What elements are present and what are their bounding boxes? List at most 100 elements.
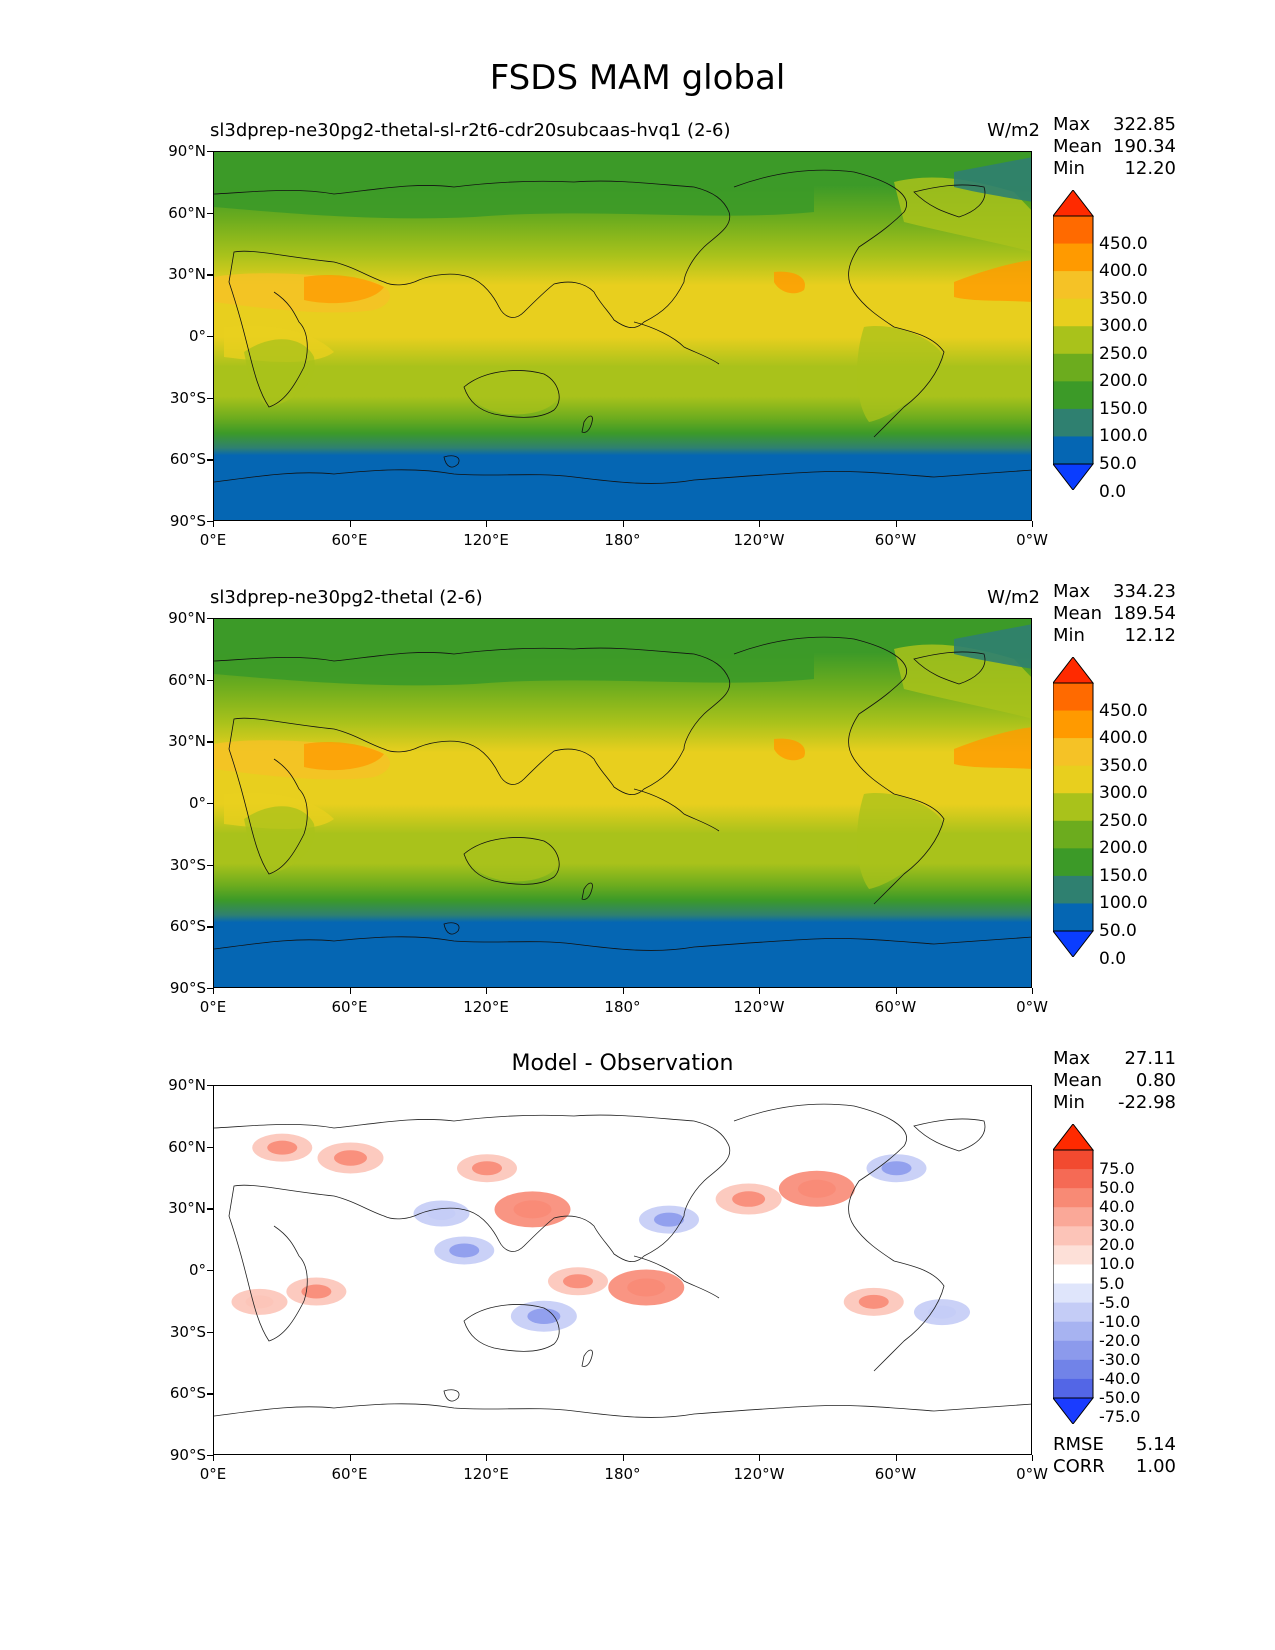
panel-2-min-label: Min: [1053, 625, 1085, 646]
panel-3-lon-tick-label: 180°: [604, 1465, 641, 1483]
panel-1-lat-tick-mark: [207, 336, 213, 338]
panel-1-lon-tick-mark: [1032, 521, 1034, 527]
colorbar-tick-label: 450.0: [1099, 700, 1148, 721]
panel-2-min-value: 12.12: [1124, 625, 1176, 646]
panel-1-lon-tick-mark: [759, 521, 761, 527]
panel-1-units: W/m2: [987, 120, 1040, 141]
panel-1-colorbar-svg: [1053, 190, 1095, 490]
panel-3-rmse-value: 5.14: [1135, 1434, 1176, 1455]
panel-3-lon-tick-label: 60°E: [331, 1465, 368, 1483]
panel-1-coastlines: [214, 169, 1031, 484]
colorbar-segment: [1053, 326, 1093, 355]
panel-3-lat-tick-mark: [207, 1270, 213, 1272]
colorbar-segment: [1053, 1340, 1093, 1361]
panel-2-coastlines: [214, 636, 1031, 951]
panel-2-lon-tick-label: 60°W: [874, 998, 917, 1016]
colorbar-tick-label: 150.0: [1099, 398, 1148, 419]
colorbar-segment: [1053, 216, 1093, 245]
panel-3-lat-tick-mark: [207, 1085, 213, 1087]
panel-1-min-value: 12.20: [1124, 158, 1176, 179]
colorbar-frame: [1053, 682, 1094, 932]
panel-3-lat-tick-label: 60°S: [169, 1384, 206, 1403]
panel-2-map: [213, 618, 1032, 988]
colorbar-tick-label: 200.0: [1099, 838, 1148, 859]
colorbar-segment: [1053, 765, 1093, 794]
colorbar-tick-label: 150.0: [1099, 865, 1148, 886]
positive-anomaly-core: [627, 1278, 666, 1297]
colorbar-tick-label: 20.0: [1099, 1235, 1135, 1255]
colorbar-tick-label: 5.0: [1099, 1273, 1125, 1293]
negative-anomaly-core: [427, 1206, 456, 1220]
panel-1-lat-tick-label: 90°N: [168, 142, 206, 160]
colorbar-tick-label: 0.0: [1099, 481, 1127, 502]
panel-2-lat-tick-mark: [207, 988, 213, 990]
panel-1-lon-tick-label: 180°: [604, 531, 641, 549]
colorbar-tick-label: 450.0: [1099, 233, 1148, 254]
panel-3-lon-tick-label: 120°E: [463, 1465, 509, 1483]
panel-3-lat-tick-label: 90°N: [168, 1076, 206, 1094]
panel-2-lon-tick-label: 60°E: [331, 998, 368, 1016]
colorbar-segment: [1053, 738, 1093, 767]
colorbar-segment: [1053, 710, 1093, 739]
panel-3-corr-label: CORR: [1053, 1456, 1105, 1477]
panel-2-lat-tick-mark: [207, 864, 213, 867]
panel-3-lat-tick-label: 60°N: [168, 1137, 206, 1156]
colorbar-extend-min: [1053, 463, 1095, 490]
colorbar-segment: [1053, 408, 1093, 437]
panel-1-lat-tick-label: 90°S: [169, 512, 206, 530]
colorbar-segment: [1053, 243, 1093, 272]
colorbar-tick-label: 0.0: [1099, 948, 1127, 969]
panel-2-lat-tick-mark: [207, 618, 213, 620]
panel-1-lat-tick-mark: [207, 212, 213, 215]
panel-2-lon-tick-mark: [622, 988, 624, 994]
positive-anomaly-core: [797, 1179, 836, 1198]
panel-1-lon-tick-label: 120°W: [733, 531, 785, 549]
panel-3-lat-tick-mark: [207, 1208, 213, 1210]
panel-3-max-label: Max: [1053, 1048, 1091, 1069]
colorbar-tick-label: 300.0: [1099, 316, 1148, 337]
positive-anomaly-core: [563, 1274, 593, 1289]
colorbar-tick-label: -40.0: [1099, 1368, 1141, 1388]
panel-2-max-label: Max: [1053, 581, 1091, 602]
panel-1-lon-tick-label: 0°W: [1016, 531, 1048, 549]
positive-anomaly-core: [334, 1150, 367, 1166]
panel-3-mean-value: 0.80: [1135, 1070, 1176, 1091]
positive-anomaly-core: [267, 1140, 298, 1155]
colorbar-tick-label: 250.0: [1099, 343, 1148, 364]
colorbar-tick-label: 100.0: [1099, 426, 1148, 447]
colorbar-extend-min: [1053, 1397, 1095, 1424]
panel-3-map-svg: [214, 1086, 1031, 1454]
colorbar-segment: [1053, 1302, 1093, 1323]
panel-1-mean-value: 190.34: [1113, 136, 1176, 157]
panel-3-lon-tick-label: 60°W: [874, 1465, 917, 1483]
negative-anomaly-core: [654, 1212, 684, 1227]
panel-2-lon-tick-label: 120°W: [733, 998, 785, 1016]
colorbar-tick-label: 50.0: [1099, 921, 1137, 941]
colorbar-segment: [1053, 1321, 1093, 1342]
panel-1-lon-tick-mark: [486, 521, 488, 527]
panel-3-lon-tick-mark: [895, 1455, 897, 1461]
panel-1-lon-tick-mark: [213, 521, 215, 527]
panel-1-lat-tick-label: 0°: [188, 327, 206, 345]
panel-1-lat-tick-label: 30°S: [169, 388, 206, 407]
colorbar-tick-label: -75.0: [1099, 1407, 1141, 1427]
panel-2-map-svg: [214, 619, 1031, 987]
panel-3-max-value: 27.11: [1124, 1048, 1176, 1069]
colorbar-segment: [1053, 436, 1093, 465]
colorbar-segment: [1053, 381, 1093, 410]
colorbar-tick-label: -10.0: [1099, 1311, 1141, 1331]
panel-3-lon-tick-mark: [349, 1455, 351, 1461]
colorbar-segment: [1053, 271, 1093, 300]
panel-2-lon-tick-mark: [486, 988, 488, 994]
panel-1-lat-tick-mark: [207, 397, 213, 400]
panel-3-colorbar: [1053, 1124, 1099, 1424]
panel-3-lon-tick-mark: [759, 1455, 761, 1461]
panel-1-lon-tick-mark: [622, 521, 624, 527]
colorbar-segment: [1053, 1150, 1093, 1170]
panel-3-lat-tick-mark: [207, 1331, 213, 1334]
panel-1-lat-tick-label: 60°S: [169, 450, 206, 469]
panel-2-colorbar-svg: [1053, 657, 1095, 957]
panel-3-title: Model - Observation: [511, 1051, 734, 1076]
panel-3-corr-value: 1.00: [1135, 1456, 1176, 1477]
panel-2-units: W/m2: [987, 587, 1040, 608]
